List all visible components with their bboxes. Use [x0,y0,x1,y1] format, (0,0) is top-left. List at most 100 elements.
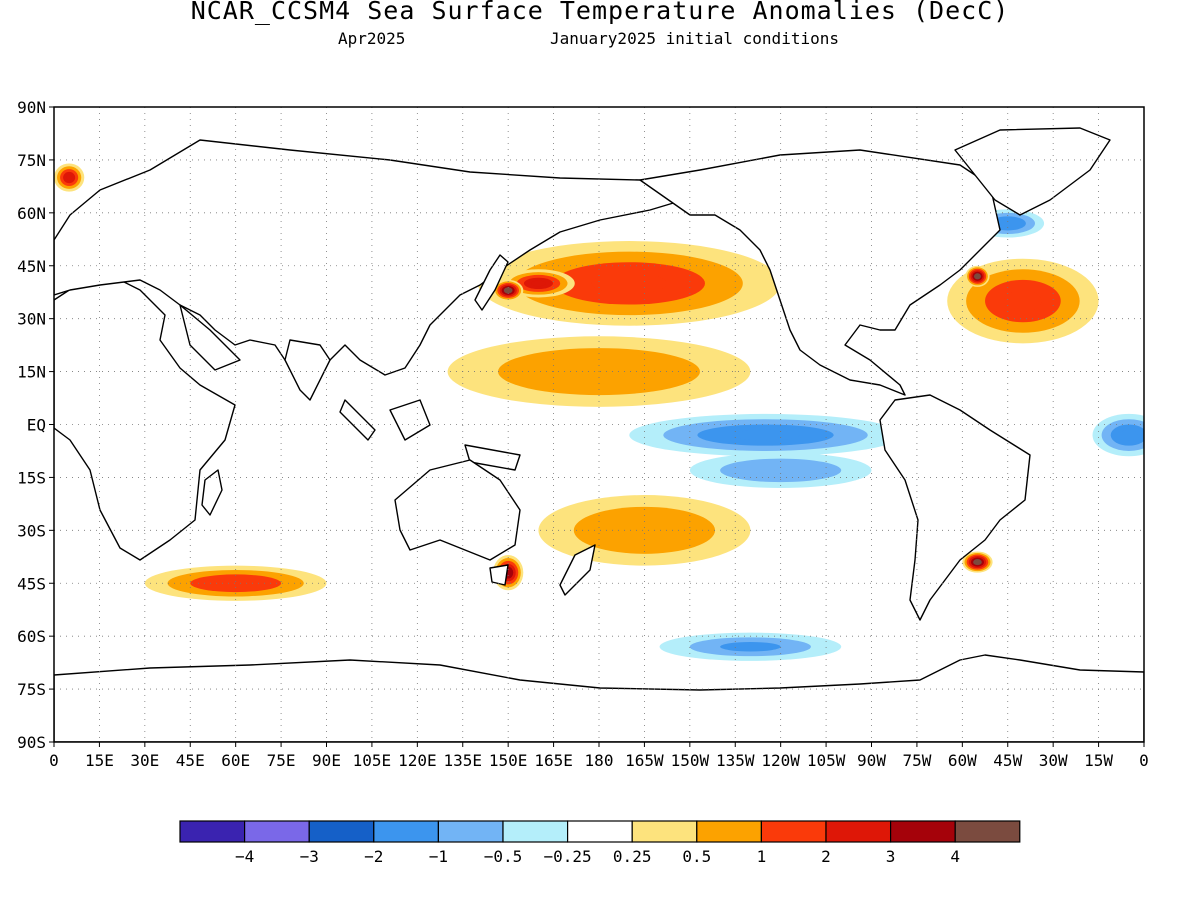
anomaly-region-6-level-3 [1003,290,1042,312]
anomaly-region-11-level-2 [609,518,680,543]
eurasia-coast [54,139,701,381]
australia-coast [394,459,521,561]
colorbar-label: 1 [757,847,767,866]
latitude-labels: 90N 75N 60N 45N 30N 15N EQ 15S 30S 45S 60S 75S 90S [17,98,54,752]
lon-label: 75W [902,751,931,770]
anomaly-region-13-level-2 [720,642,781,652]
anomaly-region-8-level-3 [998,219,1017,227]
anomaly-region-5-level-2 [750,464,811,477]
anomaly-field [54,163,1144,661]
colorbar-label: 2 [821,847,831,866]
anomaly-region-1-level-4 [531,280,546,287]
madagascar-coast [201,469,223,516]
lat-label: 15N [17,363,46,382]
lat-label: 75N [17,151,46,170]
tasmania-coast [489,564,509,586]
lon-label: 105E [353,751,392,770]
colorbar-swatch [954,820,1021,843]
lon-label: 150W [671,751,710,770]
colorbar-swatch [889,820,956,843]
anomaly-region-0-level-3 [591,272,668,294]
colorbar-swatch [566,820,633,843]
anomaly-region-4-level-3 [731,429,800,441]
lon-label: 165W [625,751,664,770]
lat-label: 30S [17,521,46,540]
colorbar-swatch [502,820,569,843]
lat-label: 45N [17,257,46,276]
antarctica-coast [54,654,1144,742]
borneo-coast [389,399,431,441]
lon-label: 45E [176,751,205,770]
lat-label: 60N [17,204,46,223]
lon-label: 15E [85,751,114,770]
colorbar-swatch [760,820,827,843]
anomaly-region-10-level-6 [975,560,980,565]
lat-label: 90S [17,733,46,752]
map-title: NCAR_CCSM4 Sea Surface Temperature Anoma… [190,0,1010,25]
colorbar-swatch [825,820,892,843]
greenland-coast [954,127,1111,216]
lon-label: 135W [716,751,755,770]
colorbar-swatch [179,820,246,843]
arabia-coast [179,304,241,371]
anomaly-region-15-level-4 [66,174,73,181]
colorbar-label: 0.5 [682,847,711,866]
colorbar-label: 0.25 [613,847,652,866]
new-guinea-coast [464,444,521,471]
coastlines [54,127,1144,742]
lon-label: 120W [761,751,800,770]
colorbar-label: −2 [364,847,383,866]
anomaly-region-7-level-6 [975,274,980,279]
africa-coast [54,269,236,561]
lon-label: 60E [221,751,250,770]
colorbar-label: 4 [950,847,960,866]
colorbar-swatch [244,820,310,843]
colorbar-label: −1 [429,847,448,866]
lon-label: 0 [1139,751,1149,770]
colorbar-swatch [308,820,375,843]
lat-label: 45S [17,574,46,593]
lon-label: 90E [312,751,341,770]
colorbar-swatch [437,820,504,843]
anomaly-region-2-level-6 [506,288,511,293]
lon-label: 90W [857,751,886,770]
longitude-labels: 0 15E 30E 45E 60E 75E 90E 105E 120E 135E 150E 165E 1… [49,742,1149,770]
lat-label: 30N [17,310,46,329]
lon-label: 45W [993,751,1022,770]
india-coast [284,339,331,401]
south-america-coast [879,394,1031,621]
colorbar-label: −3 [300,847,319,866]
initial-conditions: January2025 initial conditions [550,29,839,48]
lon-label: 0 [49,751,59,770]
lon-label: 105W [807,751,846,770]
colorbar: −4 −3 −2 −1 −0.5 −0.25 0.25 0.5 1 2 3 4 [179,820,1021,866]
lon-label: 15W [1084,751,1113,770]
lat-label: 15S [17,468,46,487]
colorbar-swatch [631,820,698,843]
lat-label: 75S [17,680,46,699]
lon-label: 135E [443,751,482,770]
colorbar-swatch [696,820,762,843]
japan-coast [474,254,509,311]
lon-label: 60W [948,751,977,770]
lon-label: 120E [398,751,437,770]
sumatra-coast [339,399,376,441]
lon-label: 30E [130,751,159,770]
lat-label: 60S [17,627,46,646]
colorbar-swatch [373,820,439,843]
colorbar-label: −0.5 [484,847,523,866]
lat-label: EQ [27,416,46,435]
lon-label: 150E [489,751,528,770]
lon-label: 165E [534,751,573,770]
lat-label: 90N [17,98,46,117]
colorbar-label: −0.25 [544,847,592,866]
new-zealand-coast [559,544,596,596]
colorbar-label: 3 [886,847,896,866]
anomaly-region-14-level-3 [1119,429,1138,441]
anomaly-region-12-level-3 [212,578,259,588]
lon-label: 30W [1039,751,1068,770]
lon-label: 180 [585,751,614,770]
colorbar-label: −4 [235,847,254,866]
forecast-month: Apr2025 [338,29,406,48]
